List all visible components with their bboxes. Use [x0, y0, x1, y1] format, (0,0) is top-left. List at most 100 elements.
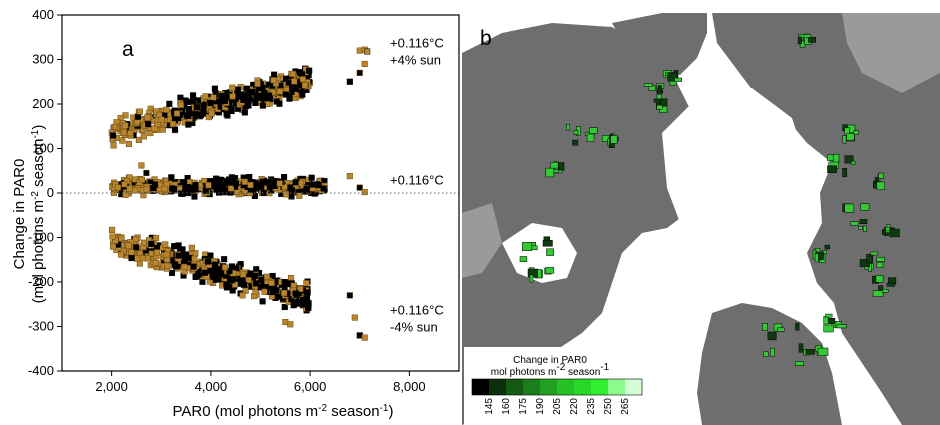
- legend-tick-label: 205: [552, 398, 563, 415]
- annotation-label: +4% sun: [390, 53, 441, 68]
- data-point: [134, 119, 141, 126]
- data-point: [207, 252, 214, 259]
- data-point: [276, 88, 283, 95]
- data-point: [351, 314, 358, 321]
- data-point: [266, 92, 273, 99]
- legend-tick-label: 250: [603, 398, 614, 415]
- annotation-label: +0.116°C: [390, 36, 444, 51]
- forest-patch: [876, 256, 885, 262]
- data-point: [138, 162, 145, 169]
- data-point: [302, 298, 309, 305]
- scatter-points: [108, 46, 371, 341]
- panel-b-map: Change in PAR0 mol photons m-2 season-1 …: [462, 13, 940, 425]
- forest-patch: [886, 282, 896, 287]
- forest-patch: [827, 154, 834, 161]
- forest-patch: [777, 327, 785, 332]
- forest-patch: [836, 324, 847, 329]
- forest-patch: [519, 256, 528, 262]
- y-axis-label: Change in PAR0 (mol photons m-2 season-1…: [11, 125, 47, 304]
- forest-patch: [797, 36, 802, 45]
- y-tick-label: 400: [32, 7, 54, 22]
- data-point: [216, 176, 224, 183]
- data-point: [308, 174, 315, 181]
- data-point: [296, 192, 303, 199]
- data-point: [131, 187, 138, 194]
- legend-swatch: [523, 379, 541, 395]
- data-point: [271, 71, 278, 78]
- forest-patch: [860, 203, 870, 211]
- data-point: [147, 129, 154, 137]
- forest-patch: [656, 94, 662, 100]
- x-tick-label: 6,000: [294, 379, 327, 394]
- forest-patch: [610, 135, 618, 144]
- forest-patches: [519, 33, 900, 366]
- data-point: [320, 185, 327, 192]
- data-point: [110, 132, 117, 139]
- x-axis-ticks: 2,000 4,000 6,000 8,000: [95, 371, 426, 394]
- data-point: [166, 100, 173, 107]
- data-point: [228, 263, 235, 270]
- data-point: [122, 191, 129, 198]
- data-point: [241, 109, 248, 116]
- label-part: -2: [318, 403, 327, 414]
- y-tick-label: -200: [28, 274, 54, 289]
- legend-color-bar: [471, 378, 643, 396]
- data-point: [110, 142, 117, 149]
- forest-patch: [882, 289, 889, 293]
- data-point: [292, 85, 299, 92]
- data-point: [125, 242, 132, 249]
- forest-patch: [557, 162, 565, 171]
- data-point: [202, 93, 209, 100]
- data-point: [281, 290, 288, 297]
- x-tick-label: 2,000: [95, 379, 128, 394]
- data-point: [287, 321, 294, 328]
- data-point: [227, 185, 235, 192]
- data-point: [117, 251, 125, 258]
- data-point: [175, 252, 182, 259]
- label-part: -1: [30, 129, 41, 138]
- y-axis-label-line1: Change in PAR0: [11, 159, 28, 270]
- y-tick-label: 100: [32, 141, 54, 156]
- label-part: (mol photons m: [30, 200, 47, 303]
- data-point: [232, 281, 239, 288]
- data-point: [118, 235, 125, 242]
- data-point: [303, 186, 310, 193]
- y-tick-label: -400: [28, 363, 54, 378]
- data-point: [185, 121, 192, 128]
- data-point: [140, 133, 147, 140]
- data-point: [282, 75, 290, 82]
- data-point: [219, 181, 226, 188]
- label-part: -1: [380, 403, 389, 414]
- y-axis-label-line2: (mol photons m-2 season-1): [30, 125, 48, 304]
- legend-swatch: [472, 379, 490, 395]
- data-point: [290, 282, 297, 289]
- forest-patch: [889, 228, 900, 238]
- data-point: [191, 255, 198, 262]
- data-point: [281, 303, 288, 311]
- annotation-label: +0.116°C: [390, 173, 444, 188]
- data-point: [228, 105, 235, 112]
- data-point: [223, 284, 230, 291]
- forest-patch: [546, 248, 554, 256]
- data-point: [185, 112, 192, 119]
- data-point: [205, 182, 212, 189]
- data-point: [114, 184, 122, 191]
- forest-patch: [795, 361, 805, 366]
- forest-patch: [844, 203, 855, 213]
- land-north-america: [462, 23, 700, 425]
- data-point: [288, 193, 295, 200]
- data-point: [232, 180, 240, 187]
- data-point: [190, 92, 197, 99]
- data-point: [253, 280, 260, 287]
- legend-tick-label: 160: [501, 398, 512, 415]
- legend-swatch: [506, 379, 524, 395]
- forest-patch: [844, 155, 854, 164]
- forest-patch: [862, 225, 867, 232]
- x-axis-label: PAR0 (mol photons m-2 season-1): [173, 403, 394, 421]
- map-landmass: [462, 13, 940, 425]
- data-point: [356, 69, 363, 76]
- forest-patch: [827, 165, 837, 174]
- forest-patch: [805, 349, 815, 355]
- data-point: [214, 266, 221, 273]
- data-point: [163, 106, 170, 113]
